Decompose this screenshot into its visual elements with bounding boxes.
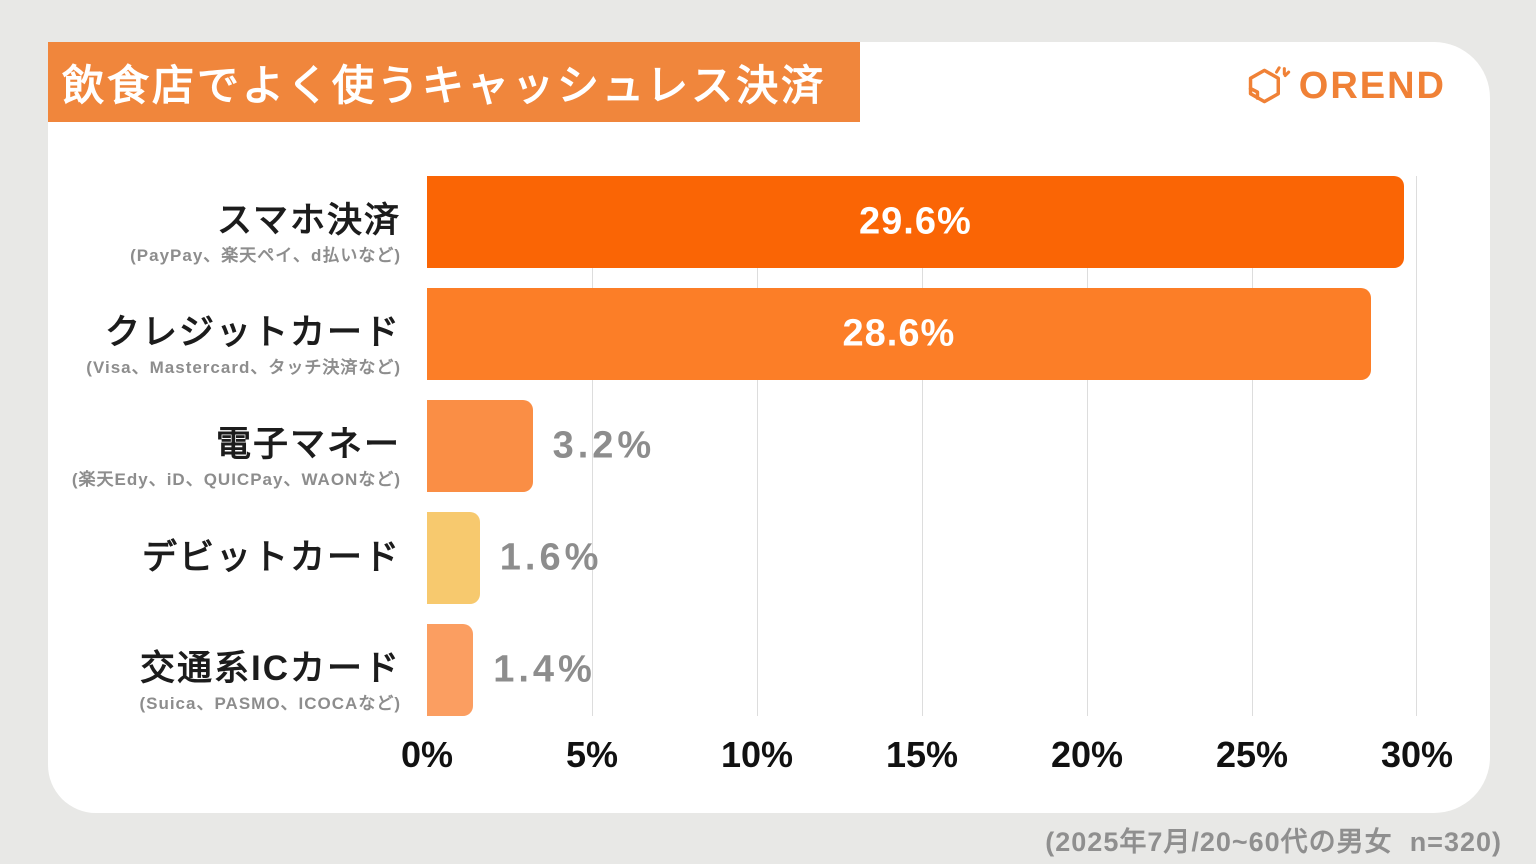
x-axis: 0% 5% 10% 15% 20% 25% 30% — [401, 734, 1453, 794]
gridlines — [427, 176, 1417, 716]
category-label-group: 電子マネー (楽天Edy、iD、QUICPay、WAONなど) — [48, 412, 427, 504]
category-note: (Suica、PASMO、ICOCAなど) — [139, 694, 401, 713]
chart-row: スマホ決済 (PayPay、楽天ペイ、d払いなど) 29.6% — [48, 176, 1490, 268]
title-banner: 飲食店でよく使うキャッシュレス決済 — [48, 42, 860, 122]
category-label-group: クレジットカード (Visa、Mastercard、タッチ決済など) — [48, 300, 427, 392]
category-label-group: 交通系ICカード (Suica、PASMO、ICOCAなど) — [48, 636, 427, 728]
bar-value-label: 29.6% — [859, 200, 972, 243]
bar-track: 29.6% — [427, 176, 1417, 268]
category-label: 交通系ICカード — [139, 649, 401, 688]
chart-card: 飲食店でよく使うキャッシュレス決済 OREND スマホ決済 (PayPay、楽天… — [48, 42, 1490, 813]
category-label-group: スマホ決済 (PayPay、楽天ペイ、d払いなど) — [48, 188, 427, 280]
category-label: デビットカード — [141, 538, 401, 577]
brand-logo: OREND — [1241, 60, 1446, 112]
x-axis-tick: 5% — [565, 734, 619, 775]
chart-row: 交通系ICカード (Suica、PASMO、ICOCAなど) 1.4% — [48, 624, 1490, 716]
bar — [427, 400, 533, 492]
category-note: (楽天Edy、iD、QUICPay、WAONなど) — [71, 470, 401, 489]
chart-row: クレジットカード (Visa、Mastercard、タッチ決済など) 28.6% — [48, 288, 1490, 380]
x-axis-tick: 15% — [885, 734, 959, 775]
x-axis-tick: 10% — [720, 734, 794, 775]
x-axis-tick: 20% — [1050, 734, 1124, 775]
x-axis-tick: 25% — [1215, 734, 1289, 775]
bar-value-label: 28.6% — [842, 312, 956, 355]
source-note: (2025年7月/20~60代の男女 n=320) — [1045, 827, 1502, 857]
chart-row: 電子マネー (楽天Edy、iD、QUICPay、WAONなど) 3.2% — [48, 400, 1490, 492]
x-axis-tick: 30% — [1380, 734, 1454, 775]
bar-track: 1.6% — [427, 512, 1417, 604]
category-label-group: デビットカード — [48, 512, 427, 604]
category-note: (Visa、Mastercard、タッチ決済など) — [86, 358, 401, 377]
bar — [427, 512, 480, 604]
bar-track: 1.4% — [427, 624, 1417, 716]
brand-name: OREND — [1298, 64, 1446, 107]
bar — [427, 176, 1404, 268]
category-label: スマホ決済 — [217, 201, 401, 240]
bar-track: 3.2% — [427, 400, 1417, 492]
bar-value-label: 1.4% — [493, 648, 596, 691]
bar-value-label: 3.2% — [552, 424, 656, 467]
bar-chart: スマホ決済 (PayPay、楽天ペイ、d払いなど) 29.6% クレジットカード… — [48, 176, 1490, 794]
bar-track: 28.6% — [427, 288, 1417, 380]
x-axis-tick: 0% — [400, 734, 454, 775]
chart-title: 飲食店でよく使うキャッシュレス決済 — [62, 61, 827, 109]
bar-value-label: 1.6% — [499, 536, 603, 579]
category-note: (PayPay、楽天ペイ、d払いなど) — [130, 246, 401, 265]
orend-box-icon — [1248, 66, 1290, 104]
chart-rows: スマホ決済 (PayPay、楽天ペイ、d払いなど) 29.6% クレジットカード… — [48, 176, 1490, 716]
bar — [427, 288, 1371, 380]
category-label: クレジットカード — [104, 313, 401, 352]
category-label: 電子マネー — [215, 425, 401, 464]
chart-row: デビットカード 1.6% — [48, 512, 1490, 604]
bar — [427, 624, 474, 716]
